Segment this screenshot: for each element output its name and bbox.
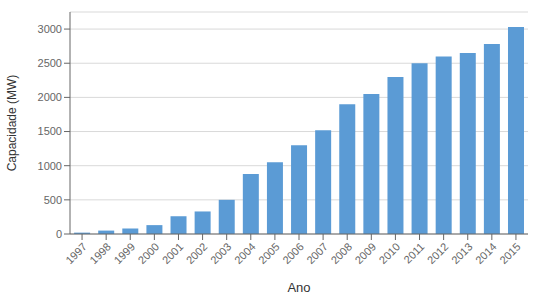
svg-text:2014: 2014	[473, 240, 499, 266]
svg-text:500: 500	[44, 194, 62, 206]
svg-text:1999: 1999	[111, 240, 137, 266]
svg-text:2007: 2007	[304, 240, 330, 266]
svg-text:Ano: Ano	[287, 280, 310, 295]
svg-text:2002: 2002	[184, 240, 210, 266]
svg-text:3000: 3000	[38, 23, 62, 35]
svg-text:1998: 1998	[87, 240, 113, 266]
svg-text:2012: 2012	[425, 240, 451, 266]
svg-text:1000: 1000	[38, 160, 62, 172]
svg-text:2000: 2000	[136, 240, 162, 266]
svg-text:2015: 2015	[497, 240, 523, 266]
svg-text:2010: 2010	[377, 240, 403, 266]
svg-text:1997: 1997	[63, 240, 89, 266]
svg-text:0: 0	[56, 228, 62, 240]
svg-text:2001: 2001	[160, 240, 186, 266]
svg-text:2013: 2013	[449, 240, 475, 266]
svg-text:2009: 2009	[352, 240, 378, 266]
svg-text:1500: 1500	[38, 125, 62, 137]
svg-text:2006: 2006	[280, 240, 306, 266]
svg-text:2011: 2011	[401, 240, 426, 265]
svg-text:Capacidade (MW): Capacidade (MW)	[8, 75, 19, 172]
svg-text:2005: 2005	[256, 240, 282, 266]
svg-text:2500: 2500	[38, 57, 62, 69]
svg-text:2000: 2000	[38, 91, 62, 103]
svg-text:2003: 2003	[208, 240, 234, 266]
svg-text:2008: 2008	[328, 240, 354, 266]
svg-text:2004: 2004	[232, 240, 258, 266]
